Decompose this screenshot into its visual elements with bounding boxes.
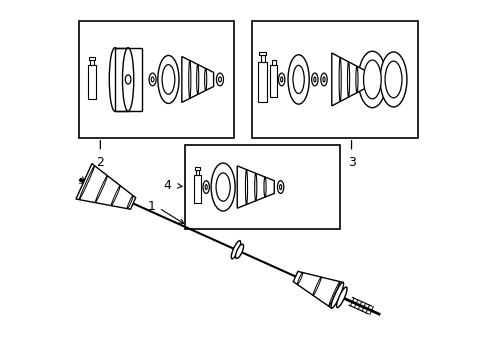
Ellipse shape <box>281 77 283 82</box>
Ellipse shape <box>149 73 156 86</box>
Bar <box>272 60 276 65</box>
Ellipse shape <box>151 77 154 82</box>
Bar <box>252 21 418 138</box>
Bar <box>88 66 96 99</box>
Ellipse shape <box>203 181 209 193</box>
Bar <box>89 57 95 60</box>
Bar <box>90 59 94 65</box>
Polygon shape <box>237 166 274 208</box>
Ellipse shape <box>339 57 341 102</box>
Ellipse shape <box>278 73 285 86</box>
Ellipse shape <box>314 77 316 82</box>
Ellipse shape <box>312 73 318 86</box>
Ellipse shape <box>217 73 223 86</box>
Ellipse shape <box>205 68 207 90</box>
Ellipse shape <box>288 55 309 104</box>
Ellipse shape <box>385 61 402 98</box>
Bar <box>194 175 201 203</box>
Ellipse shape <box>216 173 230 201</box>
Bar <box>261 55 265 62</box>
Ellipse shape <box>277 181 284 193</box>
Text: 3: 3 <box>347 156 355 169</box>
Ellipse shape <box>125 75 131 84</box>
Bar <box>195 167 200 170</box>
Ellipse shape <box>380 52 407 107</box>
Bar <box>79 21 234 138</box>
Ellipse shape <box>205 185 207 189</box>
Ellipse shape <box>321 73 327 86</box>
Ellipse shape <box>158 55 179 103</box>
Text: 2: 2 <box>97 156 104 169</box>
Ellipse shape <box>331 282 343 308</box>
Ellipse shape <box>122 48 134 111</box>
Ellipse shape <box>236 244 244 258</box>
Ellipse shape <box>293 65 304 94</box>
Ellipse shape <box>231 240 241 259</box>
Ellipse shape <box>245 170 247 204</box>
Text: 4: 4 <box>163 179 171 192</box>
Polygon shape <box>332 53 366 106</box>
Ellipse shape <box>255 173 257 201</box>
Polygon shape <box>182 57 214 102</box>
Bar <box>185 145 340 229</box>
Ellipse shape <box>162 65 175 94</box>
Ellipse shape <box>364 60 381 99</box>
Text: 1: 1 <box>148 200 156 213</box>
Bar <box>258 62 267 102</box>
Polygon shape <box>76 164 136 209</box>
Ellipse shape <box>264 177 266 197</box>
Ellipse shape <box>109 48 121 111</box>
Ellipse shape <box>347 62 349 97</box>
Ellipse shape <box>337 287 347 308</box>
Bar <box>270 66 277 97</box>
Ellipse shape <box>211 163 235 211</box>
Ellipse shape <box>189 60 191 98</box>
Bar <box>196 170 199 175</box>
Polygon shape <box>294 271 343 308</box>
Ellipse shape <box>196 64 199 94</box>
Bar <box>115 48 142 111</box>
Ellipse shape <box>356 66 358 93</box>
Bar <box>260 52 266 55</box>
Ellipse shape <box>358 51 387 108</box>
Ellipse shape <box>219 77 221 82</box>
Ellipse shape <box>280 185 282 189</box>
Ellipse shape <box>323 77 325 82</box>
